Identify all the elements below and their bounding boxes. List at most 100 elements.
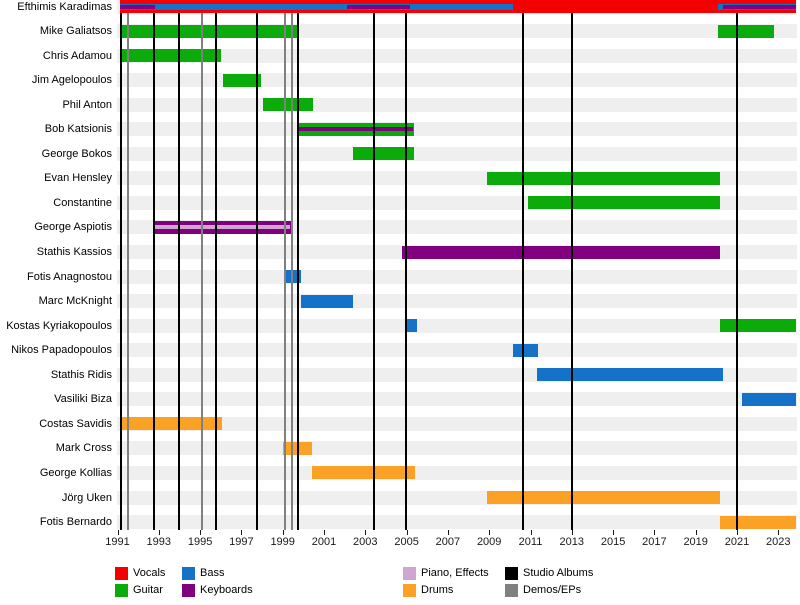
timeline-bar-guitar [119,49,221,63]
studio-album-line [736,13,738,530]
legend-swatch-bass [182,567,195,580]
timeline-bar-drums [119,417,222,431]
axis-year-label: 2003 [353,536,378,548]
member-label: Bob Katsionis [44,123,112,136]
axis-tick [158,530,160,535]
studio-album-line [119,13,122,530]
legend-swatch-drums [403,584,416,597]
legend-item-demos_eps: Demos/EPs [505,584,581,597]
studio-album-line [522,13,525,530]
row-band [117,343,797,358]
legend-label: Drums [421,584,454,596]
timeline-bar-guitar [720,319,796,333]
studio-album-line [255,13,258,530]
legend-swatch-studio_albums [505,567,518,580]
legend-swatch-guitar [115,584,128,597]
legend-item-bass: Bass [182,567,224,580]
timeline-bar-bass [742,392,796,406]
axis-tick [695,530,697,535]
timeline-bar-guitar [263,98,313,112]
timeline-bar-keyboards [402,245,721,259]
demo-ep-line [126,13,129,530]
timeline-bar-drums [311,466,415,480]
member-label: Vasiliki Biza [54,393,112,406]
timeline-bar-bass [119,3,513,10]
legend-swatch-demos_eps [505,584,518,597]
axis-year-label: 2015 [600,536,626,548]
row-band [117,73,797,88]
legend-item-piano_effects: Piano, Effects [403,567,489,580]
legend-label: Keyboards [200,584,253,596]
timeline-bar-keyboards [298,127,413,132]
member-label: Marc McKnight [38,295,112,308]
timeline-bar-guitar [528,196,721,210]
member-label: Costas Savidis [39,417,112,430]
row-band [117,441,797,456]
timeline-bar-bass [406,319,417,333]
legend-label: Demos/EPs [523,584,582,596]
axis-tick [241,530,243,535]
legend-label: Vocals [133,567,166,579]
legend-swatch-piano_effects [403,567,416,580]
axis-year-label: 2021 [724,536,750,548]
axis-tick [365,530,367,535]
timeline-bar-keyboards [346,4,410,9]
axis-year-label: 1997 [229,536,254,548]
studio-album-line [404,13,407,530]
axis-tick [571,530,573,535]
timeline-bar-keyboards [119,4,155,9]
axis-tick [613,530,615,535]
row-band [117,146,797,161]
timeline-bar-guitar [119,24,298,38]
row-band [117,269,797,284]
timeline-bar-guitar [352,147,414,161]
row-band [117,48,797,63]
studio-album-line [214,13,217,530]
member-label: Fotis Bernardo [39,516,112,529]
timeline-bar-bass [512,343,538,357]
legend-swatch-vocals [115,567,128,580]
member-label: Efthimis Karadimas [17,0,112,13]
row-band [117,122,797,137]
member-label: Fotis Anagnostou [26,270,112,283]
demo-ep-line [290,13,293,530]
axis-tick [447,530,449,535]
legend-swatch-keyboards [182,584,195,597]
axis-year-label: 1993 [146,536,172,548]
row-band [117,515,797,530]
row-band [117,392,797,407]
timeline-bar-drums [282,441,312,455]
timeline-bar-keyboards [722,4,796,9]
plot-area [117,0,797,530]
row-band [117,416,797,431]
legend-label: Bass [200,567,225,579]
legend-item-keyboards: Keyboards [182,584,253,597]
timeline-bar-guitar [222,73,261,87]
legend-item-guitar: Guitar [115,584,163,597]
legend-label: Guitar [133,584,163,596]
axis-tick [324,530,325,535]
member-label: Stathis Kassios [36,246,112,258]
row-band [117,97,797,112]
legend-item-vocals: Vocals [115,567,165,580]
timeline-bar-drums [720,515,796,529]
legend-label: Studio Albums [523,567,594,579]
studio-album-line [178,13,181,530]
timeline-bar-guitar [718,24,775,38]
studio-album-line [152,13,155,530]
axis-tick [654,530,656,535]
axis-year-label: 1991 [105,536,130,548]
member-label: Phil Anton [62,98,112,111]
axis-year-label: 2011 [518,536,543,548]
studio-album-line [297,13,300,530]
studio-album-line [570,13,573,530]
timeline-bar-piano_effects [154,225,290,230]
demo-ep-line [283,13,286,530]
axis-tick [737,530,738,535]
legend-label: Piano, Effects [421,567,489,579]
member-label: Evan Hensley [44,172,112,185]
timeline-bar-bass [301,294,353,308]
axis-tick [489,530,491,535]
member-label: George Aspiotis [34,221,112,234]
